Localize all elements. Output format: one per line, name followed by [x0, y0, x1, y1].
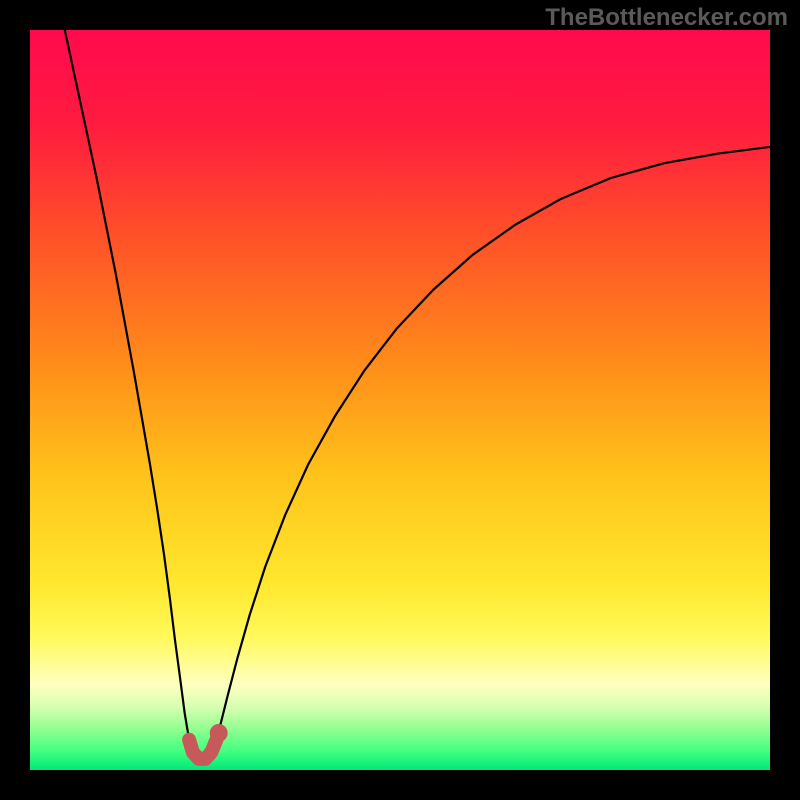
chart-curves — [30, 30, 770, 770]
trough-end-dot — [210, 724, 228, 742]
trough-marker — [189, 740, 216, 759]
watermark-label: TheBottlenecker.com — [545, 4, 788, 32]
chart-area — [30, 30, 770, 770]
right-curve — [216, 147, 770, 740]
left-curve — [65, 30, 189, 740]
